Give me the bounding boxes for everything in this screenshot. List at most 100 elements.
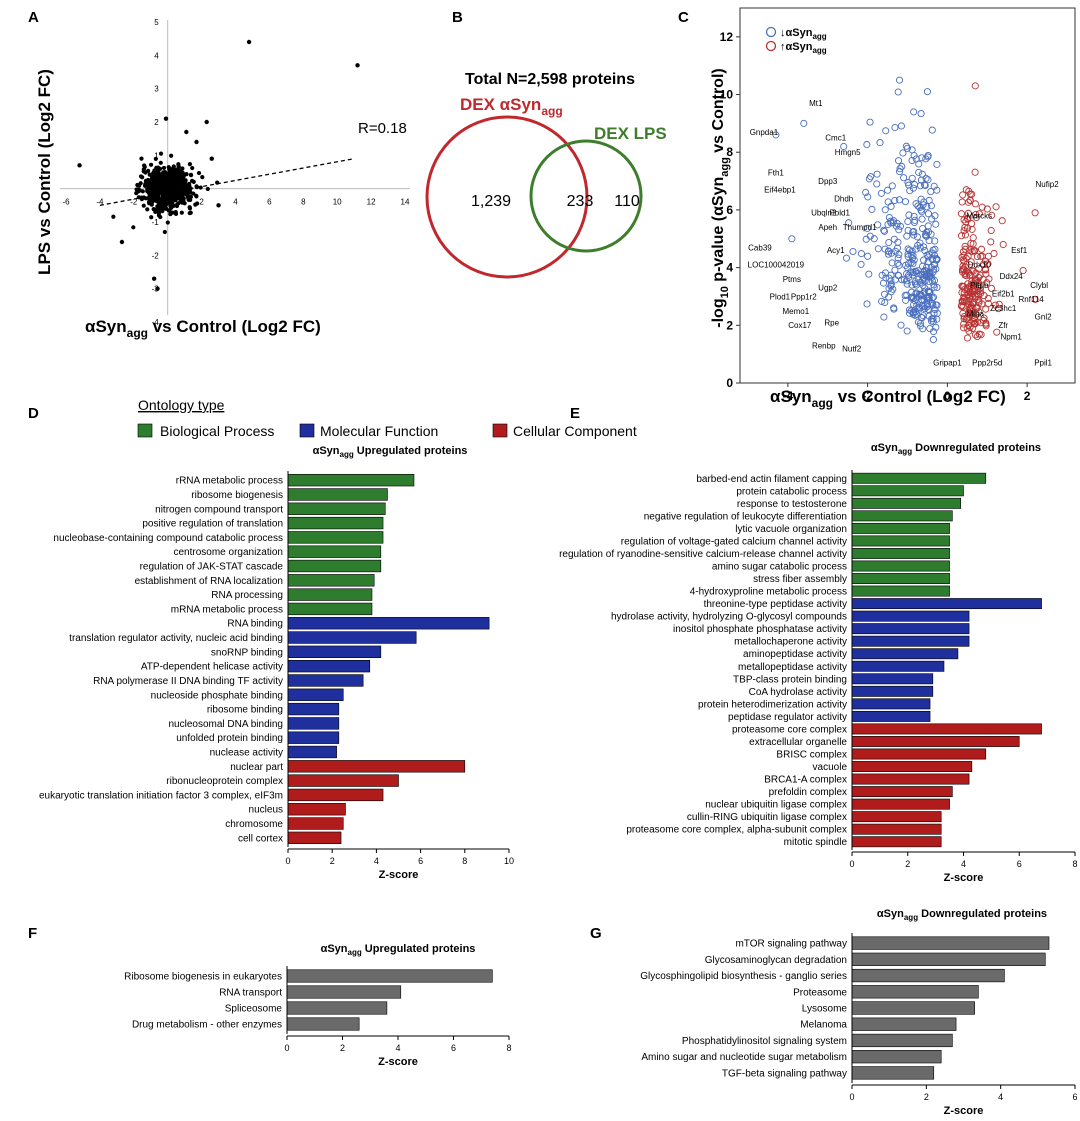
panel-c-up-point [959,248,967,256]
panel-c-gene-label: Esf1 [1011,246,1028,255]
panel-a-x-tick: 8 [301,198,306,207]
panel-a-point [173,176,179,181]
panel-a-point [187,181,192,186]
x-tick-label: 6 [418,856,423,866]
panel-c-gene-label: Renbp [812,341,836,350]
panel-c-down-point [933,160,941,168]
legend-swatch-bp [137,423,153,438]
panel-c-down-point [929,336,937,344]
panel-c-gene-label: Fth1 [768,168,785,177]
x-tick-label: 8 [506,1043,511,1053]
panel-a-point [138,174,144,179]
bar-category-label: TGF-beta signaling pathway [722,1068,847,1079]
panel-a-point [151,196,156,201]
panel-c-down-point [788,235,796,243]
panel-label-e: E [570,405,580,422]
bar [851,535,950,547]
bar [287,817,344,830]
x-tick-label: 0 [284,1043,289,1053]
panel-c-down-point [924,176,932,184]
bar [851,585,950,597]
panel-c-up-point [973,253,981,261]
panel-c-gene-label: Ugp2 [818,284,838,293]
panel-c-down-point [919,243,928,251]
panel-e-title: αSynagg Downregulated proteins [871,442,1041,456]
panel-b-set2-label: DEX LPS [594,124,667,143]
panel-a-y-tick: 4 [154,51,159,60]
panel-c-up-point [964,224,972,232]
x-tick-label: 8 [1072,859,1077,869]
bar-category-label: Drug metabolism - other enzymes [132,1020,282,1031]
panel-c-up-point [971,276,979,284]
panel-c-down-point [901,291,909,300]
bar [851,1050,942,1064]
panel-d-title: αSynagg Upregulated proteins [313,445,468,459]
bar-category-label: Proteasome [793,987,847,998]
bar-category-label: nucleosomal DNA binding [168,719,283,730]
panel-c-down-point [910,231,918,239]
panel-c-up-point [961,223,969,231]
panel-a-point [146,168,151,173]
panel-c-up-point [980,260,988,268]
bar-category-label: inositol phosphate phosphatase activity [673,624,847,635]
bar [287,502,386,515]
panel-c-up-point [966,288,974,296]
panel-a-point [169,170,174,175]
panel-c-gene-label: Memo1 [782,307,809,316]
panel-c-down-point [919,273,927,281]
bar [287,688,344,701]
panel-c-up-point [980,314,988,322]
legend-title: Ontology type [138,397,225,413]
panel-c-up-point [965,294,974,302]
panel-c-gene-label: Mt1 [809,99,823,108]
panel-a-outlier-point [204,119,209,125]
bar [851,811,942,823]
venn-count-both: 233 [567,193,594,210]
panel-c-up-point [960,315,968,323]
bar-category-label: vacuole [813,762,848,773]
panel-c-gene-label: Ubqln2 [811,209,837,218]
bar-category-label: nitrogen compound transport [155,504,283,515]
panel-c-legend-down: ↓αSynagg [780,27,827,41]
panel-c-down-point [882,127,890,135]
panel-a-y-tick: -2 [152,251,160,260]
legend-label-bp: Biological Process [160,423,274,439]
panel-c-up-point [987,284,995,292]
bar [851,748,987,760]
bar [287,516,384,530]
panel-a-point [147,198,152,203]
panel-c-down-point [922,155,930,163]
bar [851,573,950,584]
bar [287,788,384,802]
bar-category-label: TBP-class protein binding [733,674,847,685]
panel-c-down-point [917,313,925,321]
panel-c-up-point [957,210,966,218]
panel-a-point [161,165,167,171]
bar [287,531,384,544]
panel-c-down-point [908,281,916,289]
panel-c-down-point [862,235,870,243]
bar [287,731,340,744]
bar [851,485,964,497]
panel-c-down-point [840,142,848,151]
panel-c-down-point [924,210,932,218]
panel-a-y-tick: 3 [154,85,159,94]
panel-a-point [171,164,176,169]
panel-c-down-point [845,219,853,227]
panel-c-down-point [857,260,865,268]
panel-c-down-point [929,318,937,326]
panel-a-x-tick: 6 [267,198,272,207]
bar-category-label: 4-hydroxyproline metabolic process [690,587,847,598]
panel-c-gene-label: Pitpb [970,281,989,290]
bar-category-label: response to testosterone [737,499,848,510]
panel-a-outlier-point [355,63,360,68]
panel-c-down-point [849,247,857,256]
bar [851,736,1020,747]
panel-c-down-point [904,226,912,234]
panel-c-down-point [927,188,935,196]
x-tick-label: 10 [504,856,514,866]
panel-a-y-tick: -3 [152,285,160,294]
panel-c-down-point [884,250,892,258]
panel-c-x-tick: -4 [783,389,794,403]
panel-c-gene-label: Dpp3 [818,177,838,186]
